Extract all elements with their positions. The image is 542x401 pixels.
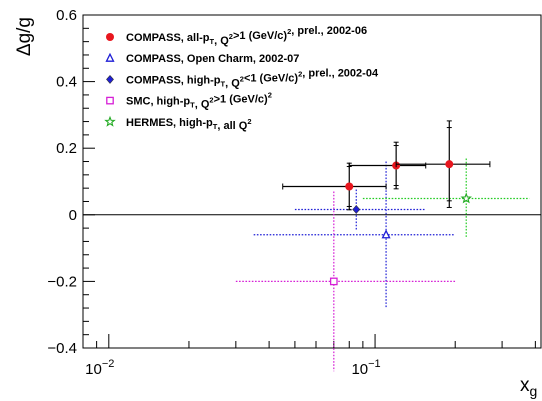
x-axis-title-subscript: g: [530, 383, 538, 399]
y-tick-label: −0.2: [47, 273, 77, 290]
legend-label: HERMES, high-pT, all Q2: [126, 117, 252, 132]
data-point: [445, 160, 454, 169]
legend-superscript: 2: [287, 27, 291, 36]
y-tick-label: 0.2: [56, 140, 77, 157]
legend-text-segment: COMPASS, high-p: [126, 74, 221, 86]
x-tick-label: 10−1: [351, 358, 380, 378]
legend-text-segment: <1 (GeV/c): [244, 72, 298, 84]
y-axis-title: Δg/g: [14, 17, 35, 56]
data-point: [381, 229, 391, 239]
legend-superscript: 2: [229, 32, 233, 41]
x-tick-exponent: −1: [368, 358, 381, 370]
legend-text-segment: COMPASS, all-p: [126, 32, 210, 44]
legend-superscript: 2: [209, 96, 213, 105]
legend-entry-1: COMPASS, Open Charm, 2002-07: [105, 52, 299, 65]
legend-marker: [106, 33, 114, 41]
legend-superscript: 2: [268, 91, 272, 100]
series-4: [362, 158, 530, 239]
data-point: [460, 192, 472, 204]
legend-superscript: 2: [247, 117, 251, 126]
legend-text-segment: , Q: [195, 99, 210, 111]
data-point: [352, 205, 361, 214]
legend-text-segment: SMC, high-p: [126, 96, 190, 108]
legend-marker: [105, 52, 115, 62]
legend-label: SMC, high-pT, Q2>1 (GeV/c)2: [126, 91, 272, 111]
series-0: [282, 120, 491, 211]
data-point: [329, 277, 338, 286]
series-1: [253, 161, 456, 309]
plot-frame: [82, 14, 542, 349]
legend-text-segment: , all Q: [217, 120, 247, 132]
legend-superscript: 2: [298, 69, 302, 78]
legend-superscript: 2: [240, 74, 244, 83]
legend-subscript: T: [213, 122, 218, 131]
legend-entry-3: SMC, high-pT, Q2>1 (GeV/c)2: [106, 91, 272, 111]
legend-text-segment: , Q: [225, 77, 240, 89]
legend-label: COMPASS, high-pT, Q2<1 (GeV/c)2, prel., …: [126, 67, 379, 89]
y-tick-label: 0: [69, 207, 77, 224]
legend-entry-2: COMPASS, high-pT, Q2<1 (GeV/c)2, prel., …: [106, 67, 379, 89]
y-tick-label: −0.4: [47, 340, 77, 357]
x-tick-exponent: −2: [102, 358, 115, 370]
legend-entry-4: HERMES, high-pT, all Q2: [104, 115, 252, 132]
y-tick-label: 0.6: [56, 7, 77, 24]
legend-marker: [106, 74, 114, 84]
y-tick-label: 0.4: [56, 74, 77, 91]
series-2: [294, 189, 426, 230]
data-point: [345, 182, 354, 191]
legend-marker: [106, 96, 114, 105]
series-3: [235, 191, 456, 372]
legend-marker: [104, 115, 116, 127]
x-axis-title: xg: [520, 375, 537, 399]
legend-label: COMPASS, Open Charm, 2002-07: [126, 53, 299, 65]
x-tick-base: 10: [85, 361, 102, 378]
legend-text-segment: , prel., 2002-06: [291, 25, 367, 37]
legend-subscript: T: [221, 79, 226, 88]
legend-text-segment: , Q: [214, 35, 229, 47]
x-tick-label: 10−2: [85, 358, 114, 378]
legend-text-segment: COMPASS, Open Charm, 2002-07: [126, 53, 299, 65]
x-axis-title-main: x: [520, 375, 530, 396]
legend-text-segment: >1 (GeV/c): [214, 94, 268, 106]
x-tick-base: 10: [351, 361, 368, 378]
legend-text-segment: , prel., 2002-04: [302, 67, 379, 79]
legend-text-segment: >1 (GeV/c): [233, 30, 287, 42]
legend-text-segment: HERMES, high-p: [126, 117, 213, 129]
legend-label: COMPASS, all-pT, Q2>1 (GeV/c)2, prel., 2…: [126, 25, 367, 47]
legend-subscript: T: [190, 101, 195, 110]
legend-subscript: T: [210, 37, 215, 46]
legend-entry-0: COMPASS, all-pT, Q2>1 (GeV/c)2, prel., 2…: [106, 25, 367, 47]
